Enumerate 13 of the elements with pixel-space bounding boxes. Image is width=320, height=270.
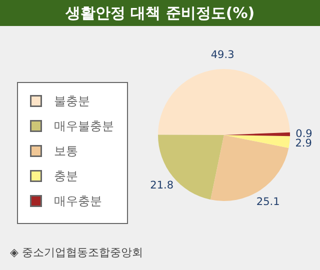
text: ◈ 중소기업협동조합중앙회 [10, 246, 143, 259]
data-label: 21.8 [150, 179, 174, 192]
legend-label: 충분 [54, 169, 78, 183]
pie-slice [158, 69, 290, 135]
data-label: 25.1 [256, 196, 280, 208]
data-label: 2.9 [295, 138, 312, 150]
chart-title: 생활안정 대책 준비정도(%) [64, 4, 255, 22]
legend-label: 매우충분 [54, 194, 102, 208]
legend-label: 매우불충분 [54, 119, 114, 133]
pie-slice [224, 135, 290, 148]
legend-label: 불충분 [54, 94, 90, 108]
data-label: 49.3 [210, 49, 234, 62]
legend-label: 보통 [54, 144, 78, 158]
